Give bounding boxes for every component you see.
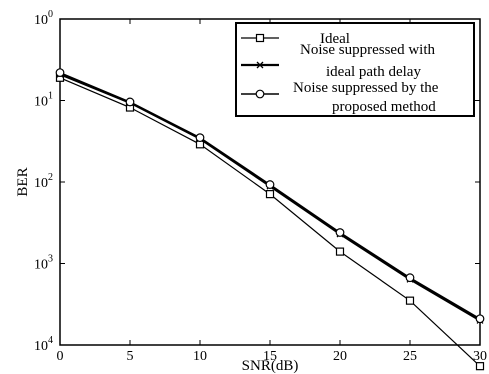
legend-label: Noise suppressed with ideal path delay: [300, 42, 435, 80]
y-tick-label: 104: [34, 335, 53, 354]
square-marker: [255, 33, 265, 43]
x-tick-label: 0: [57, 349, 64, 364]
square-marker: [405, 296, 415, 305]
legend-label: Noise suppressed by the proposed method: [293, 80, 439, 115]
square-marker: [475, 362, 485, 371]
y-tick-label: 100: [34, 9, 53, 28]
x-axis: 0 5 10 15 20 25 30: [57, 19, 487, 364]
circle-marker: [195, 133, 205, 143]
legend-entry-2: Noise suppressed with ideal path delay: [241, 42, 435, 80]
y-tick-label: 103: [34, 254, 53, 273]
series-line: [59, 77, 481, 367]
series-group: [55, 68, 485, 371]
y-axis: 100 101 102 103 104: [34, 9, 480, 354]
legend-entry-3: Noise suppressed by the proposed method: [241, 80, 439, 115]
square-marker: [335, 247, 345, 256]
x-tick-label: 10: [193, 349, 207, 364]
series-1: [55, 73, 485, 371]
x-tick-label: 25: [403, 349, 417, 364]
circle-marker: [265, 180, 275, 189]
series-3: [55, 68, 485, 324]
legend-label: Ideal: [320, 31, 350, 47]
square-marker: [265, 190, 275, 199]
circle-marker: [255, 89, 265, 99]
x-tick-label: 30: [473, 349, 487, 364]
x-tick-label: 5: [127, 349, 134, 364]
y-axis-label: BER: [15, 167, 31, 196]
circle-marker: [475, 314, 485, 324]
x-tick-label: 20: [333, 349, 347, 364]
x-axis-label: SNR(dB): [242, 358, 299, 374]
circle-marker: [125, 97, 135, 107]
circle-marker: [405, 273, 415, 283]
circle-marker: [55, 68, 65, 77]
circle-marker: [335, 228, 345, 237]
y-tick-label: 102: [34, 172, 53, 191]
x-marker: [256, 61, 264, 69]
legend-entry-1: Ideal: [241, 31, 350, 47]
y-tick-label: 101: [34, 91, 53, 110]
x-tick-label: 15: [263, 349, 277, 364]
